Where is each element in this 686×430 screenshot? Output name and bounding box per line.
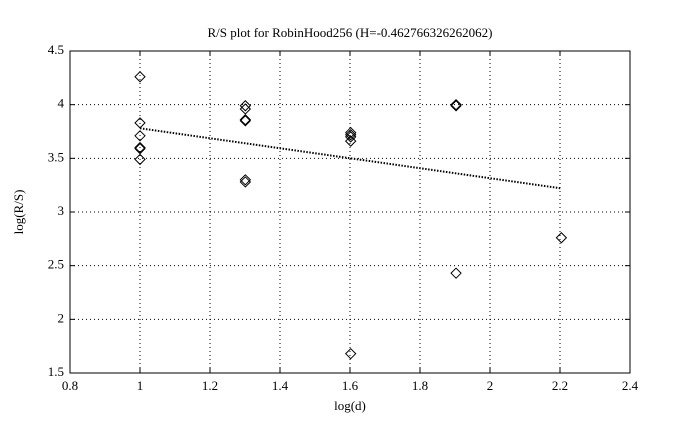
data-point <box>344 131 357 143</box>
x-tick-label: 1.8 <box>412 378 428 393</box>
x-axis-label: log(d) <box>334 398 366 413</box>
x-tick-label: 1 <box>137 378 144 393</box>
data-point <box>555 232 568 244</box>
y-tick-label: 2.5 <box>48 257 64 272</box>
data-point <box>344 347 357 360</box>
data-point <box>134 71 146 83</box>
data-point <box>239 176 252 188</box>
data-point <box>239 115 252 127</box>
y-tick-label: 1.5 <box>48 364 64 379</box>
data-point <box>134 142 146 155</box>
x-tick-label: 2.2 <box>552 378 568 393</box>
fit-line <box>139 127 562 190</box>
y-axis-label: log(R/S) <box>11 190 26 235</box>
data-point <box>450 98 462 111</box>
y-tick-label: 4.5 <box>48 42 64 57</box>
y-tick-label: 3 <box>58 203 65 218</box>
data-point <box>344 135 357 147</box>
plot-frame <box>69 50 631 374</box>
data-point <box>134 130 146 142</box>
data-point <box>344 129 357 141</box>
data-point <box>134 141 146 154</box>
data-point <box>450 100 462 112</box>
x-tick-label: 2.4 <box>622 378 639 393</box>
data-point <box>134 117 146 129</box>
y-tick-label: 2 <box>58 310 65 325</box>
y-tick-label: 3.5 <box>48 149 64 164</box>
data-point <box>239 103 252 115</box>
x-tick-label: 0.8 <box>62 378 78 393</box>
x-tick-label: 1.2 <box>202 378 218 393</box>
x-tick-label: 1.4 <box>272 378 289 393</box>
y-tick-label: 4 <box>58 96 65 111</box>
data-point <box>344 126 357 139</box>
data-point <box>239 174 252 186</box>
data-point <box>239 100 252 112</box>
x-tick-label: 1.6 <box>342 378 359 393</box>
data-point <box>239 113 252 126</box>
chart-title: R/S plot for RobinHood256 (H=-0.46276632… <box>207 25 492 40</box>
data-point <box>134 153 146 166</box>
data-point <box>450 267 462 279</box>
x-tick-label: 2 <box>487 378 494 393</box>
